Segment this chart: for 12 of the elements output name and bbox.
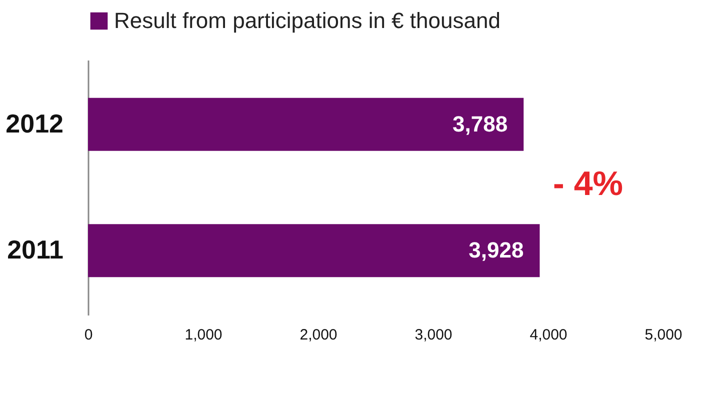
x-tick-label: 1,000 — [184, 326, 222, 344]
x-tick-label: 5,000 — [644, 326, 682, 344]
data-label: 3,928 — [468, 238, 524, 263]
legend-label: Result from participations in € thousand — [114, 8, 500, 33]
y-tick-label: 2012 — [6, 108, 64, 138]
x-tick-label: 3,000 — [414, 326, 452, 344]
x-tick-label: 0 — [84, 326, 93, 344]
x-tick-label: 4,000 — [530, 326, 568, 344]
x-tick-label: 2,000 — [300, 326, 338, 344]
y-tick-label: 2011 — [7, 234, 64, 265]
annotation: - 4% — [553, 165, 623, 203]
data-label: 3,788 — [452, 111, 508, 136]
